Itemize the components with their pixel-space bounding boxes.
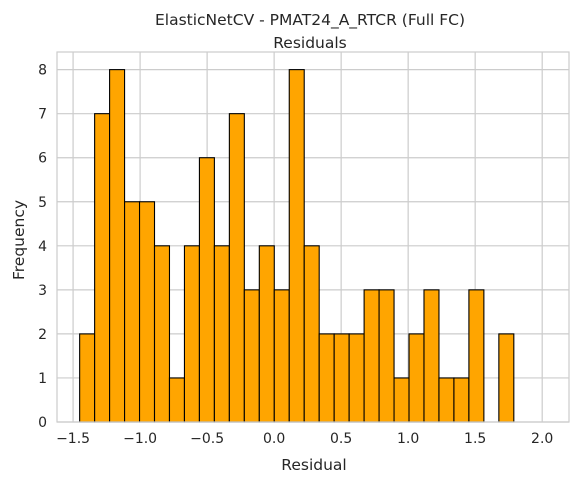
x-axis-ticks: −1.5 −1.0 −0.5 0.0 0.5 1.0 1.5 2.0 bbox=[56, 431, 553, 447]
histogram-bar bbox=[348, 333, 365, 423]
histogram-bar bbox=[378, 289, 395, 423]
histogram-bar bbox=[153, 245, 171, 423]
y-tick-label: 6 bbox=[38, 151, 47, 167]
y-tick-label: 3 bbox=[38, 283, 47, 299]
histogram-bar bbox=[273, 289, 290, 423]
x-tick-label: 1.0 bbox=[397, 431, 419, 447]
histogram-bar bbox=[79, 333, 96, 423]
histogram-bar bbox=[318, 333, 335, 423]
histogram-bar bbox=[288, 69, 305, 423]
x-tick-label: −1.0 bbox=[123, 431, 157, 447]
x-axis-label: Residual bbox=[281, 456, 346, 474]
y-tick-label: 0 bbox=[38, 415, 47, 431]
histogram-bar bbox=[109, 69, 126, 423]
histogram-bar bbox=[168, 377, 186, 423]
histogram-bar bbox=[198, 157, 215, 423]
x-tick-label: 0.0 bbox=[263, 431, 285, 447]
y-tick-label: 5 bbox=[38, 195, 47, 211]
plot-frame bbox=[56, 51, 570, 423]
x-tick-label: 1.5 bbox=[464, 431, 486, 447]
histogram-bar bbox=[243, 289, 260, 423]
histogram-bar bbox=[94, 113, 111, 423]
x-tick-label: −1.5 bbox=[56, 431, 90, 447]
histogram-bar bbox=[363, 289, 380, 423]
histogram-bar bbox=[453, 377, 470, 423]
histogram-bar bbox=[393, 377, 410, 423]
chart-title: ElasticNetCV - PMAT24_A_RTCR (Full FC) bbox=[155, 11, 465, 30]
histogram-bar bbox=[258, 245, 275, 423]
chart-subtitle: Residuals bbox=[273, 34, 347, 52]
histogram-bar bbox=[438, 377, 455, 423]
y-axis-ticks: 0 1 2 3 4 5 6 7 8 bbox=[38, 63, 47, 431]
x-tick-label: −0.5 bbox=[190, 431, 224, 447]
histogram-bar bbox=[228, 113, 245, 423]
y-tick-label: 4 bbox=[38, 239, 47, 255]
histogram-bar bbox=[183, 245, 200, 423]
y-tick-label: 1 bbox=[38, 371, 47, 387]
x-tick-label: 2.0 bbox=[531, 431, 553, 447]
histogram-bar bbox=[408, 333, 425, 423]
histogram-bar bbox=[333, 333, 350, 423]
y-axis-label: Frequency bbox=[10, 200, 28, 280]
y-tick-label: 8 bbox=[38, 63, 47, 79]
y-tick-label: 7 bbox=[38, 107, 47, 123]
histogram-bar bbox=[498, 333, 515, 423]
histogram-bar bbox=[124, 201, 141, 423]
histogram-bar bbox=[138, 201, 156, 423]
histogram-bar bbox=[468, 289, 485, 423]
y-tick-label: 2 bbox=[38, 327, 47, 343]
x-tick-label: 0.5 bbox=[330, 431, 352, 447]
histogram-bar bbox=[213, 245, 230, 423]
histogram-bar bbox=[423, 289, 440, 423]
histogram-bar bbox=[303, 245, 320, 423]
